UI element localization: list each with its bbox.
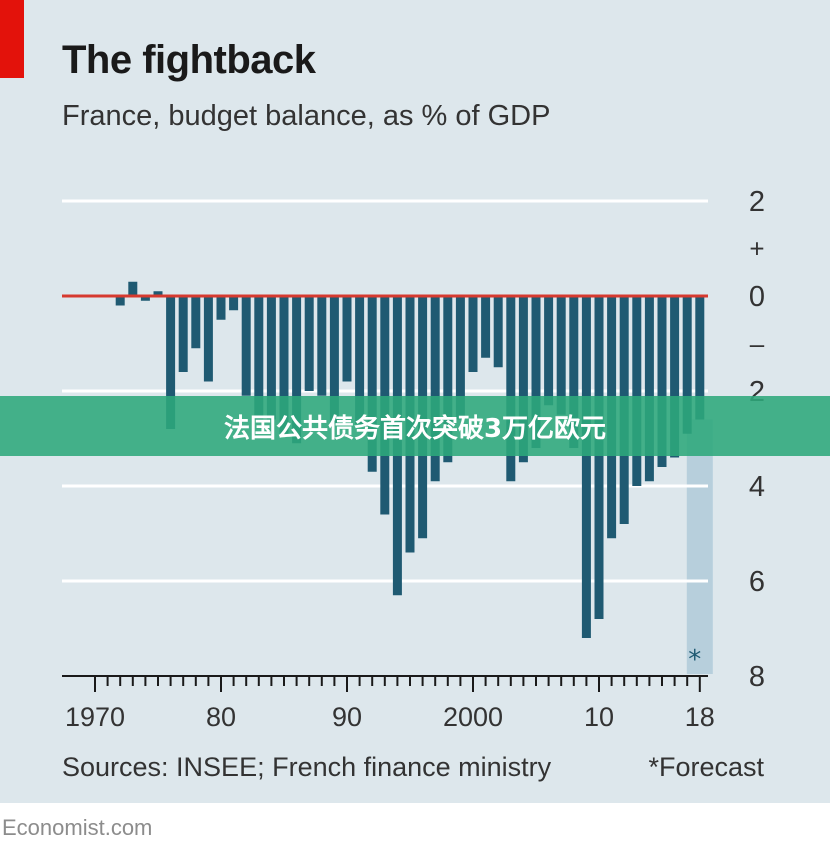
bar-1988 bbox=[317, 296, 327, 396]
bar-2013 bbox=[632, 296, 642, 486]
bar-2007 bbox=[556, 296, 566, 415]
bar-1977 bbox=[178, 296, 188, 372]
bar-1975 bbox=[153, 291, 163, 296]
bar-1997 bbox=[430, 296, 440, 482]
bar-1976 bbox=[166, 296, 176, 429]
bar-2004 bbox=[518, 296, 528, 463]
bar-1987 bbox=[304, 296, 314, 391]
bar-1979 bbox=[203, 296, 213, 382]
x-tick-label: 1970 bbox=[65, 702, 125, 732]
bar-2006 bbox=[544, 296, 554, 406]
y-sign-minus: – bbox=[750, 329, 765, 359]
overlay-banner: 法国公共债务首次突破3万亿欧元 bbox=[0, 396, 830, 456]
forecast-band bbox=[686, 419, 713, 674]
x-tick-label: 90 bbox=[332, 702, 362, 732]
forecast-note: *Forecast bbox=[648, 752, 764, 782]
brand-red-tag bbox=[0, 0, 24, 78]
bar-2017 bbox=[682, 296, 692, 434]
x-tick-label: 18 bbox=[685, 702, 715, 732]
bar-1980 bbox=[216, 296, 226, 320]
x-tick-label: 80 bbox=[206, 702, 236, 732]
bar-2014 bbox=[644, 296, 654, 482]
bar-2016 bbox=[670, 296, 680, 458]
bar-2008 bbox=[569, 296, 579, 448]
y-tick-label: 4 bbox=[749, 471, 765, 503]
bar-1982 bbox=[241, 296, 251, 396]
bar-2001 bbox=[481, 296, 491, 358]
bar-1981 bbox=[229, 296, 239, 311]
y-tick-label: 6 bbox=[749, 566, 765, 598]
chart-subtitle: France, budget balance, as % of GDP bbox=[62, 100, 551, 132]
y-tick-label: 2 bbox=[749, 186, 765, 218]
y-tick-label: 8 bbox=[749, 661, 765, 693]
bar-1998 bbox=[443, 296, 453, 463]
bar-1999 bbox=[455, 296, 465, 420]
bar-1984 bbox=[266, 296, 276, 420]
y-sign-plus: + bbox=[749, 234, 764, 264]
bar-1986 bbox=[292, 296, 302, 444]
bar-1990 bbox=[342, 296, 352, 382]
bar-2009 bbox=[581, 296, 591, 638]
x-tick-label: 10 bbox=[584, 702, 614, 732]
bar-1992 bbox=[367, 296, 377, 472]
forecast-marker: * bbox=[688, 645, 701, 675]
bar-1985 bbox=[279, 296, 289, 434]
bar-2015 bbox=[657, 296, 667, 467]
bar-2000 bbox=[468, 296, 478, 372]
x-tick-label: 2000 bbox=[443, 702, 503, 732]
bar-1991 bbox=[355, 296, 365, 425]
bar-1973 bbox=[128, 281, 138, 296]
bar-2002 bbox=[493, 296, 503, 368]
y-tick-label: 0 bbox=[749, 281, 765, 313]
bar-1983 bbox=[254, 296, 264, 420]
brand-footer: Economist.com bbox=[2, 815, 153, 840]
banner-text: 法国公共债务首次突破3万亿欧元 bbox=[223, 413, 607, 444]
bar-2003 bbox=[506, 296, 516, 482]
bar-2005 bbox=[531, 296, 541, 448]
sources-note: Sources: INSEE; French finance ministry bbox=[62, 752, 552, 782]
bar-1972 bbox=[115, 296, 125, 306]
bar-2018 bbox=[695, 296, 705, 420]
bar-2010 bbox=[594, 296, 604, 619]
chart-title: The fightback bbox=[62, 38, 316, 82]
bar-1989 bbox=[329, 296, 339, 425]
bar-1974 bbox=[140, 296, 150, 301]
bar-1978 bbox=[191, 296, 201, 349]
